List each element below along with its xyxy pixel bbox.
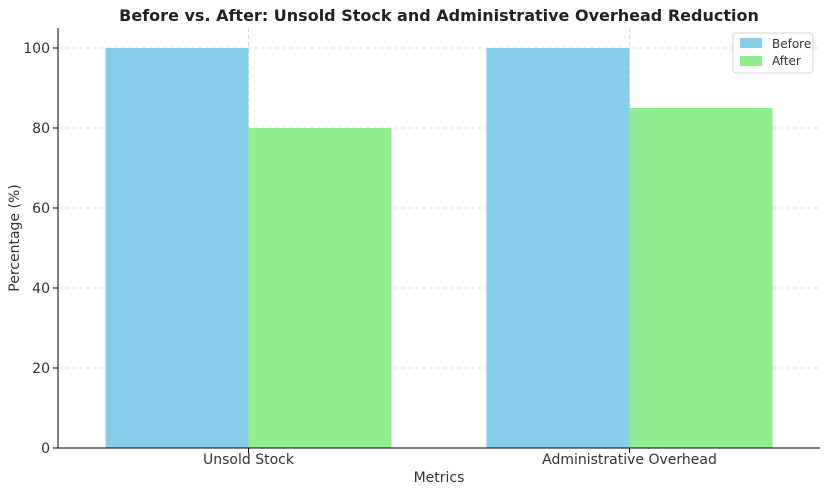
legend: Before After: [732, 32, 814, 74]
y-tick-label: 80: [32, 121, 50, 137]
x-tick-label: Administrative Overhead: [542, 452, 717, 468]
bar-after-administrative-overhead: [629, 108, 773, 448]
bar-after-unsold-stock: [248, 128, 392, 448]
legend-swatch-after: [740, 56, 762, 66]
y-tick-label: 40: [32, 281, 50, 297]
y-tick-label: 20: [32, 361, 50, 377]
x-tick-label: Unsold Stock: [203, 452, 295, 468]
x-axis-label: Metrics: [414, 470, 465, 486]
x-axis-ticks: Unsold Stock Administrative Overhead: [203, 448, 717, 468]
y-tick-label: 60: [32, 201, 50, 217]
y-axis-label: Percentage (%): [7, 184, 23, 291]
chart-title: Before vs. After: Unsold Stock and Admin…: [119, 6, 759, 25]
legend-label-before: Before: [772, 37, 811, 51]
bar-before-unsold-stock: [105, 48, 249, 448]
bar-before-administrative-overhead: [486, 48, 630, 448]
y-tick-label: 100: [23, 41, 50, 57]
y-tick-label: 0: [41, 441, 50, 457]
y-axis-ticks: 0 20 40 60 80 100: [23, 41, 58, 457]
bars: [105, 48, 773, 448]
legend-label-after: After: [772, 54, 801, 68]
legend-swatch-before: [740, 38, 762, 48]
